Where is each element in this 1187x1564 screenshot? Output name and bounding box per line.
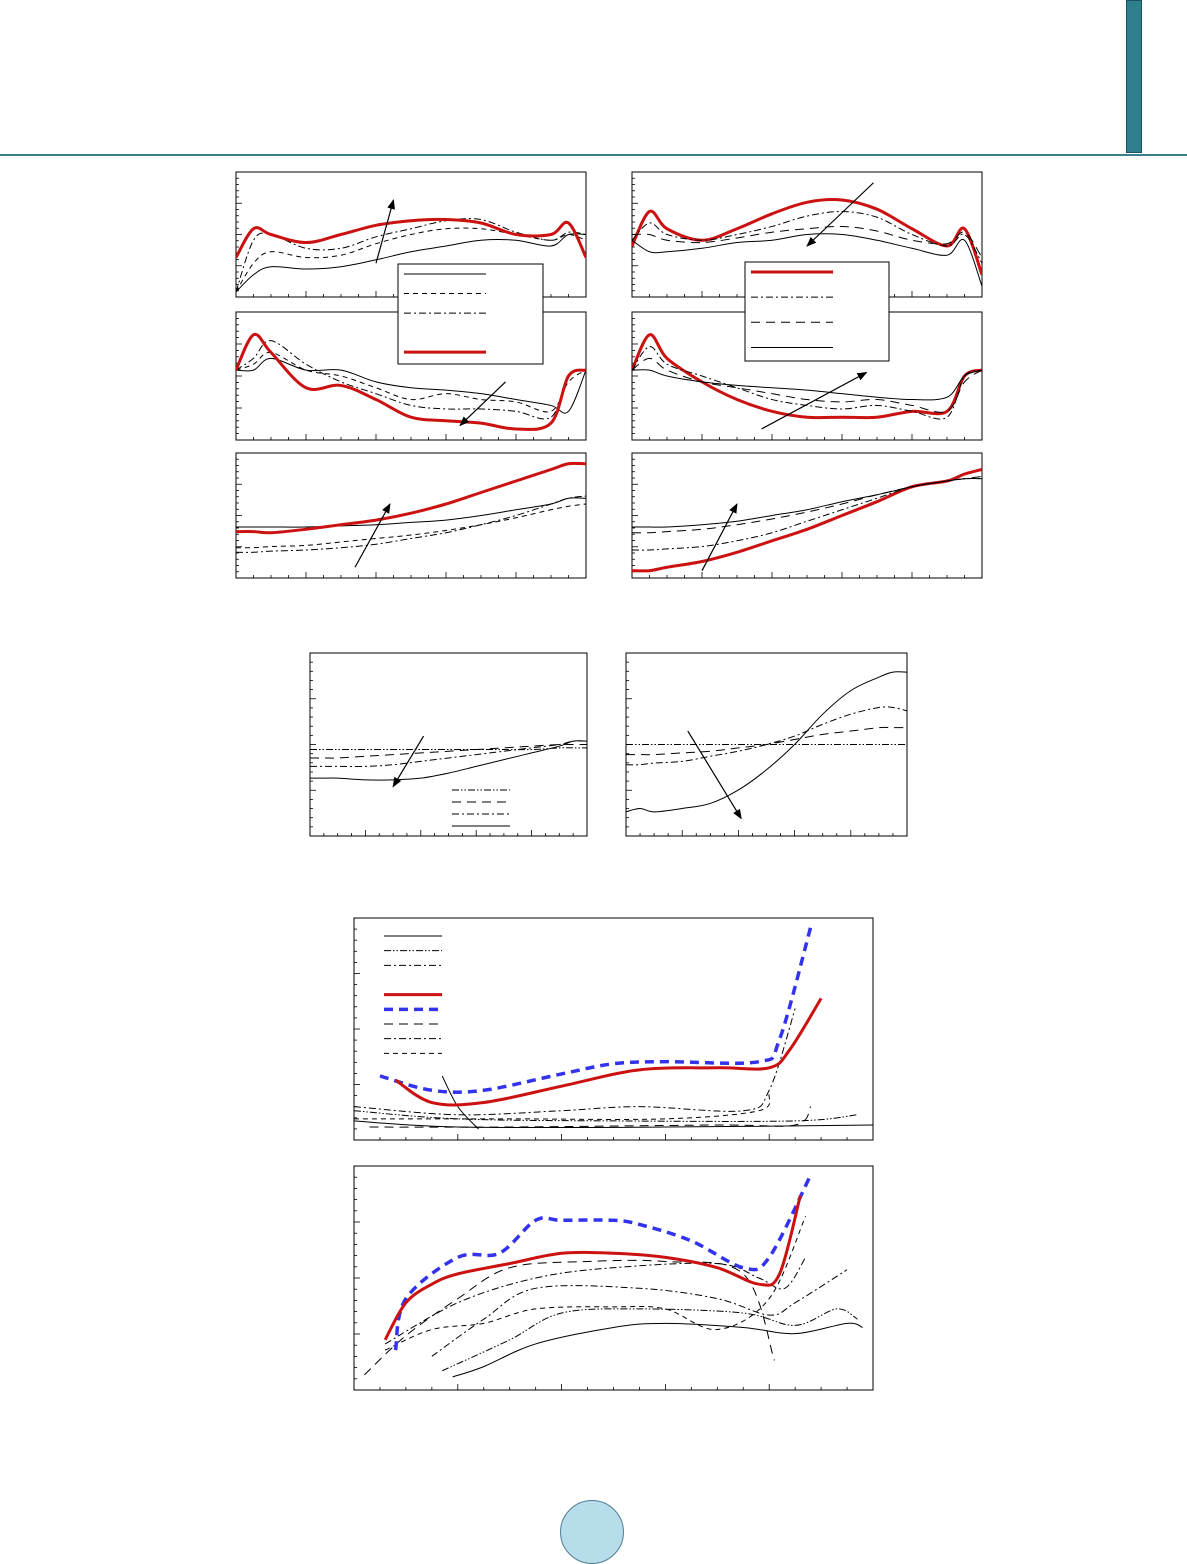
trend-arrow — [459, 381, 506, 427]
plot-c1 — [309, 652, 588, 837]
series-line-longdash — [310, 743, 587, 759]
series-line-solid — [626, 671, 907, 813]
series-line-dashdot — [236, 340, 586, 420]
page-number-badge — [560, 1500, 624, 1564]
plot-b3 — [631, 452, 983, 579]
trend-arrow — [687, 730, 742, 820]
trend-arrow — [806, 182, 874, 247]
trend-arrow — [761, 371, 868, 430]
series-line-dashdot — [632, 210, 982, 264]
header-rule — [0, 154, 1187, 156]
plot-d2 — [353, 1165, 874, 1391]
plot-frame — [309, 652, 588, 837]
journal-tab-marker — [1126, 0, 1142, 153]
legend-leg-a — [397, 263, 544, 365]
legend-leg-d — [384, 935, 442, 1054]
plot-frame — [235, 452, 587, 579]
trend-arrow — [354, 503, 391, 568]
series-line-solid — [632, 478, 982, 528]
trend-arrow — [701, 503, 738, 571]
series-line-dashdotdot — [442, 1308, 858, 1372]
legend-leg-b — [744, 261, 890, 362]
legend-frame — [744, 261, 890, 362]
series-line-longdash — [369, 1106, 812, 1128]
series-line-dashed — [236, 227, 586, 293]
series-line-dashdot — [632, 346, 982, 420]
series-line-solid — [452, 1322, 863, 1378]
series-line-red — [632, 333, 982, 420]
plot-b2 — [631, 311, 983, 441]
series-line-dashed — [384, 1215, 806, 1351]
series-line-solid — [236, 357, 586, 414]
series-line-longdash — [632, 225, 982, 258]
trend-arrow — [392, 735, 425, 788]
series-line-dashed — [354, 1094, 771, 1120]
series-line-red — [236, 217, 586, 259]
plot-c2 — [625, 652, 908, 837]
series-line-blue — [379, 926, 813, 1094]
series-line-dashdot — [310, 740, 587, 768]
series-line-solid — [632, 233, 982, 287]
series-line-dashdot — [384, 1257, 806, 1345]
series-line-blue — [393, 1174, 813, 1351]
trend-arrow — [375, 199, 395, 264]
plot-frame — [353, 917, 874, 1141]
series-line-red — [394, 997, 823, 1107]
series-line-dashdot — [431, 1269, 848, 1357]
legend-leg-c — [452, 789, 510, 827]
plot-d1 — [353, 917, 874, 1141]
series-line-solid — [441, 1075, 479, 1130]
series-line-longdash — [632, 357, 982, 413]
plot-frame — [353, 1165, 874, 1391]
series-line-dashdotdot — [354, 1110, 858, 1122]
legend-frame — [397, 263, 544, 365]
series-line-dashdot — [632, 478, 982, 551]
series-line-red — [236, 332, 586, 431]
series-line-dashdotdot — [310, 747, 587, 751]
series-line-solid — [236, 233, 586, 293]
series-line-dashdot — [236, 495, 586, 553]
series-line-dashdot — [354, 1008, 796, 1116]
series-line-longdash — [626, 726, 907, 756]
plot-frame — [631, 452, 983, 579]
series-line-solid — [632, 369, 982, 401]
series-line-red — [236, 461, 586, 535]
series-line-solid — [310, 740, 587, 781]
series-line-dashed — [236, 503, 586, 549]
series-line-dashdot — [626, 706, 907, 766]
series-line-red — [632, 468, 982, 573]
series-line-red — [383, 1195, 802, 1341]
plot-a3 — [235, 452, 587, 579]
series-line-longdash — [364, 1259, 775, 1376]
series-line-solid — [354, 1120, 873, 1129]
